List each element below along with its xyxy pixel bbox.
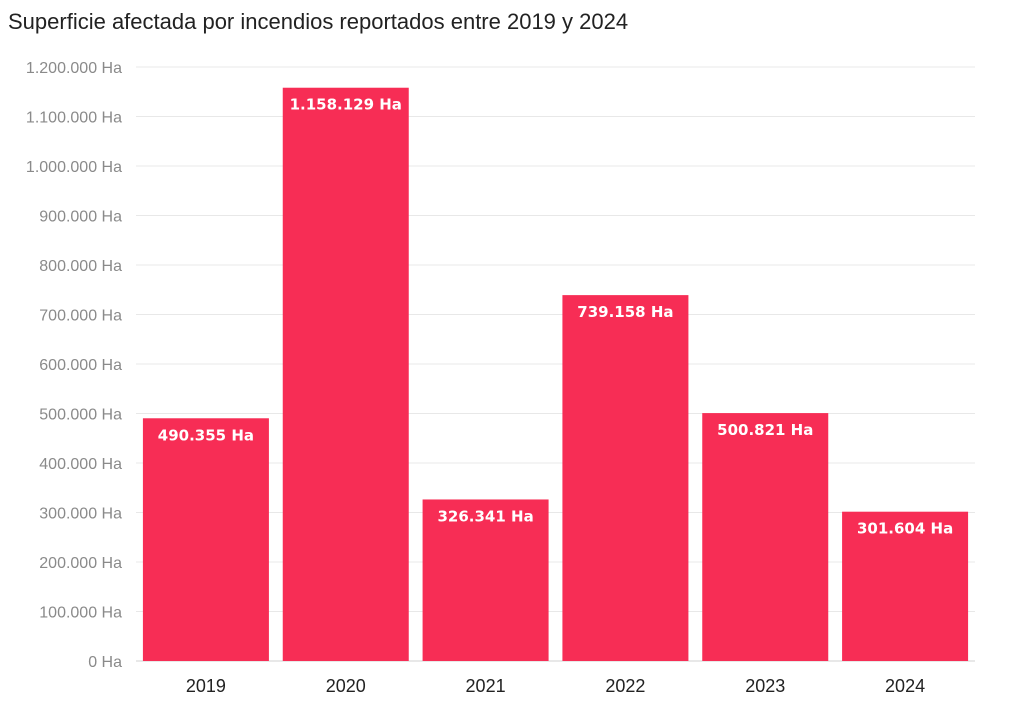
data-label-2023: 500.821 Ha bbox=[717, 421, 813, 439]
x-tick-label: 2021 bbox=[466, 676, 506, 696]
bar-2024 bbox=[842, 511, 969, 661]
chart-title: Superficie afectada por incendios report… bbox=[8, 9, 629, 34]
y-axis: 0 Ha 100.000 Ha 200.000 Ha 300.000 Ha 400.00… bbox=[26, 60, 122, 671]
data-label-2022: 739.158 Ha bbox=[577, 303, 673, 321]
y-tick-label: 800.000 Ha bbox=[39, 258, 122, 275]
bar-2020 bbox=[282, 87, 409, 662]
data-labels: 490.355 Ha 1.158.129 Ha 326.341 Ha 739.158 … bbox=[158, 96, 953, 538]
y-tick-label: 500.000 Ha bbox=[39, 407, 122, 424]
data-label-2021: 326.341 Ha bbox=[437, 507, 533, 525]
bar-2023 bbox=[702, 413, 829, 661]
y-tick-label: 1.200.000 Ha bbox=[26, 60, 122, 77]
data-label-2024: 301.604 Ha bbox=[857, 520, 953, 538]
x-tick-label: 2024 bbox=[885, 676, 925, 696]
x-tick-label: 2023 bbox=[745, 676, 785, 696]
y-tick-label: 1.100.000 Ha bbox=[26, 110, 122, 127]
y-tick-label: 1.000.000 Ha bbox=[26, 159, 122, 176]
bars bbox=[142, 87, 969, 662]
y-tick-label: 200.000 Ha bbox=[39, 555, 122, 572]
y-tick-label: 700.000 Ha bbox=[39, 308, 122, 325]
y-tick-label: 600.000 Ha bbox=[39, 357, 122, 374]
bar-2022 bbox=[562, 295, 689, 661]
x-axis: 2019 2020 2021 2022 2023 2024 bbox=[186, 676, 925, 696]
y-tick-label: 0 Ha bbox=[88, 654, 122, 671]
y-tick-label: 300.000 Ha bbox=[39, 506, 122, 523]
x-tick-label: 2019 bbox=[186, 676, 226, 696]
data-label-2019: 490.355 Ha bbox=[158, 426, 254, 444]
bar-2021 bbox=[422, 499, 549, 661]
y-tick-label: 400.000 Ha bbox=[39, 456, 122, 473]
y-tick-label: 900.000 Ha bbox=[39, 209, 122, 226]
x-tick-label: 2022 bbox=[605, 676, 645, 696]
gridlines bbox=[136, 66, 975, 662]
bar-2019 bbox=[142, 418, 269, 661]
x-tick-label: 2020 bbox=[326, 676, 366, 696]
y-tick-label: 100.000 Ha bbox=[39, 605, 122, 622]
data-label-2020: 1.158.129 Ha bbox=[290, 96, 402, 114]
